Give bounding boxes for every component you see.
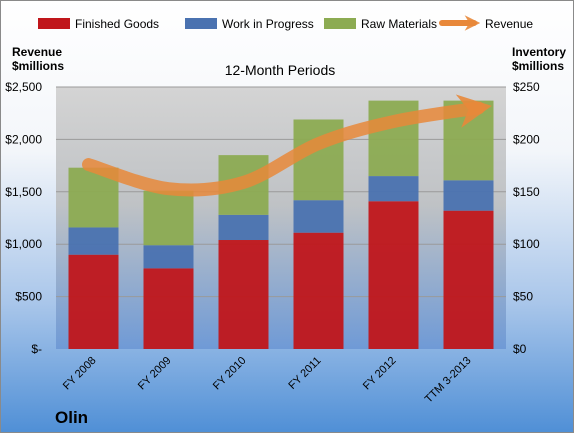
- legend: Finished Goods Work in Progress Raw Mate…: [38, 15, 533, 31]
- revenue-line: [82, 94, 492, 197]
- legend-swatch-finished-goods: [38, 18, 70, 29]
- legend-label-raw-materials: Raw Materials: [361, 17, 437, 31]
- right-tick-label: $0: [513, 342, 527, 356]
- right-axis-title-line1: Inventory: [512, 45, 566, 59]
- bar-finished-goods: [368, 201, 419, 349]
- bars: [68, 100, 494, 349]
- plot-area: [56, 87, 506, 349]
- company-name: Olin: [55, 408, 88, 427]
- legend-label-work-in-progress: Work in Progress: [222, 17, 314, 31]
- left-tick-label: $2,500: [5, 80, 42, 94]
- right-tick-label: $250: [513, 80, 540, 94]
- revenue-line-layer: [82, 94, 492, 197]
- bar-work-in-progress: [218, 214, 269, 241]
- bar-work-in-progress: [293, 200, 344, 233]
- left-tick-label: $1,000: [5, 237, 42, 251]
- left-axis-title-line1: Revenue: [12, 45, 62, 59]
- bar-work-in-progress: [143, 245, 194, 269]
- bar-finished-goods: [68, 254, 119, 349]
- chart-title: 12-Month Periods: [225, 62, 336, 78]
- left-tick-label: $500: [15, 290, 42, 304]
- bar-finished-goods: [443, 210, 494, 349]
- bar-finished-goods: [293, 232, 344, 349]
- right-tick-label: $150: [513, 185, 540, 199]
- gridlines: [56, 86, 506, 298]
- right-tick-label: $50: [513, 290, 533, 304]
- left-axis-title-line2: $millions: [12, 59, 64, 73]
- bar-raw-materials: [143, 190, 194, 246]
- bar-work-in-progress: [443, 180, 494, 211]
- right-tick-label: $200: [513, 132, 540, 146]
- bar-finished-goods: [218, 240, 269, 349]
- right-tick-label: $100: [513, 237, 540, 251]
- bar-work-in-progress: [368, 176, 419, 202]
- left-tick-label: $2,000: [5, 132, 42, 146]
- left-tick-label: $1,500: [5, 185, 42, 199]
- legend-swatch-raw-materials: [324, 18, 356, 29]
- legend-swatch-work-in-progress: [185, 18, 217, 29]
- bar-finished-goods: [143, 268, 194, 349]
- left-tick-label: $-: [31, 342, 42, 356]
- legend-label-finished-goods: Finished Goods: [75, 17, 159, 31]
- legend-label-revenue: Revenue: [485, 17, 533, 31]
- right-axis-title-line2: $millions: [512, 59, 564, 73]
- bar-work-in-progress: [68, 227, 119, 255]
